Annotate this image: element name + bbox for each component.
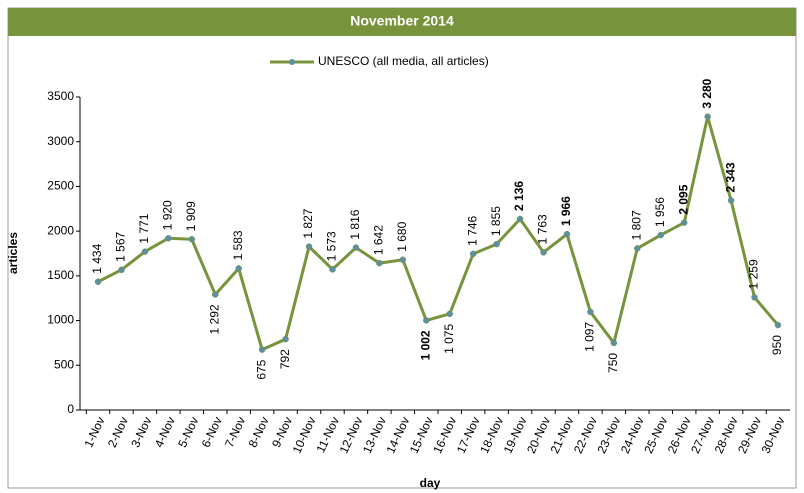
value-label: 1 642 [372, 225, 386, 255]
value-label: 1 567 [114, 232, 128, 262]
y-tick-label: 1500 [47, 268, 74, 282]
point [680, 219, 688, 226]
series-line [97, 116, 780, 352]
x-axis-label: day [420, 476, 441, 490]
point [751, 294, 758, 301]
point [634, 245, 641, 252]
point [118, 266, 125, 274]
y-tick-label: 3000 [47, 134, 74, 148]
value-label: 3 280 [700, 78, 714, 108]
value-label: 1 573 [325, 231, 339, 261]
value-label: 675 [254, 359, 268, 379]
y-tick-label: 500 [54, 357, 74, 371]
value-label: 1 680 [395, 221, 409, 251]
x-tick-label: 4-Nov [152, 415, 178, 450]
point [516, 215, 524, 223]
point [774, 321, 782, 329]
value-label: 2 343 [723, 162, 737, 192]
point [352, 244, 360, 251]
point [610, 339, 618, 347]
point [469, 250, 477, 258]
value-label: 1 855 [489, 206, 503, 236]
x-tick-label: 3-Nov [128, 415, 154, 450]
value-label: 1 816 [348, 209, 362, 239]
value-label: 792 [278, 349, 292, 369]
point [657, 231, 664, 239]
value-label: 1 920 [161, 200, 175, 230]
legend-marker [289, 59, 295, 65]
point [540, 249, 547, 256]
point [212, 291, 219, 298]
x-tick-label: 6-Nov [199, 415, 225, 450]
point [329, 266, 336, 273]
point [141, 248, 149, 255]
point [165, 235, 172, 242]
value-label: 1 909 [184, 201, 198, 231]
point [94, 278, 102, 286]
value-label: 1 763 [536, 214, 550, 244]
point [305, 243, 313, 250]
value-label: 2 136 [512, 181, 526, 211]
point [376, 259, 383, 267]
value-label: 1 746 [465, 216, 479, 246]
value-label: 1 771 [137, 213, 151, 243]
value-label: 1 002 [418, 330, 432, 360]
value-label: 1 259 [747, 259, 761, 289]
header-bar [8, 8, 796, 36]
value-label: 750 [606, 353, 620, 373]
value-label: 1 827 [301, 208, 315, 238]
value-label: 1 956 [653, 197, 667, 227]
x-tick-label: 2-Nov [105, 415, 131, 450]
value-label: 1 583 [231, 230, 245, 260]
point [493, 240, 500, 248]
point [282, 335, 289, 343]
value-label: 1 966 [559, 196, 573, 226]
point [587, 308, 594, 316]
point [399, 256, 407, 264]
point [235, 265, 242, 272]
value-label: 1 434 [90, 243, 104, 273]
point [704, 113, 711, 120]
value-label: 1 097 [583, 322, 597, 352]
point [727, 197, 735, 204]
y-tick-label: 2000 [47, 223, 74, 237]
x-tick-label: 1-Nov [81, 415, 107, 450]
y-tick-label: 1000 [47, 313, 74, 327]
y-tick-label: 0 [67, 402, 74, 416]
point [258, 346, 266, 353]
x-tick-label: 8-Nov [246, 415, 272, 450]
value-label: 2 095 [676, 184, 690, 214]
legend-label: UNESCO (all media, all articles) [318, 54, 489, 68]
chart-title: November 2014 [350, 13, 454, 29]
value-label: 1 292 [207, 304, 221, 334]
value-label: 950 [770, 335, 784, 355]
y-tick-label: 3500 [47, 89, 74, 103]
value-label: 1 075 [442, 324, 456, 354]
value-label: 1 807 [629, 210, 643, 240]
y-tick-label: 2500 [47, 179, 74, 193]
point [563, 230, 571, 238]
point [423, 317, 430, 324]
x-tick-label: 5-Nov [175, 415, 201, 450]
y-axis-label: articles [6, 232, 20, 274]
point [446, 310, 453, 318]
x-tick-label: 7-Nov [222, 415, 248, 450]
point [188, 236, 196, 243]
